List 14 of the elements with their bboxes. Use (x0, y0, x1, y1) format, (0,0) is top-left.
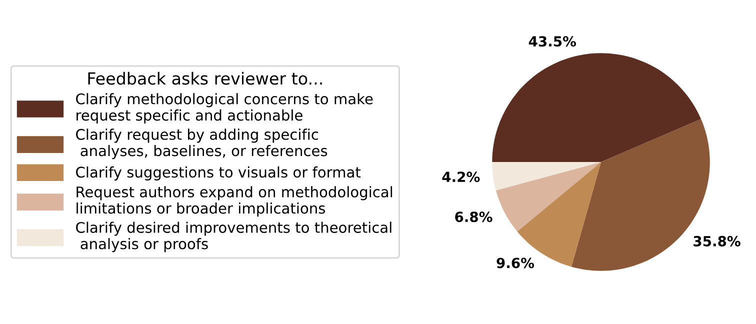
legend-label: Clarify desired improvements to theoretical analysis or proofs (76, 222, 392, 252)
data-label: 43.5% (528, 36, 576, 47)
data-label: 6.8% (455, 212, 492, 222)
pie-slice (492, 162, 602, 190)
pie-slice (496, 162, 602, 232)
data-label: 4.2% (442, 172, 480, 182)
legend-label: Request authors expand on methodological limitations or broader implications (76, 186, 392, 217)
data-label: 35.8% (694, 236, 740, 246)
legend-title: Feedback asks reviewer to... (88, 72, 322, 85)
legend-label: Clarify request by adding specific analyses, baselines, or references (76, 128, 328, 160)
pie-slice (492, 53, 702, 162)
legend-label: Clarify methodological concerns to make request specific and actionable (76, 93, 373, 124)
data-label: 9.6% (496, 258, 534, 268)
legend-label: Clarify suggestions to visuals or format (76, 166, 361, 180)
